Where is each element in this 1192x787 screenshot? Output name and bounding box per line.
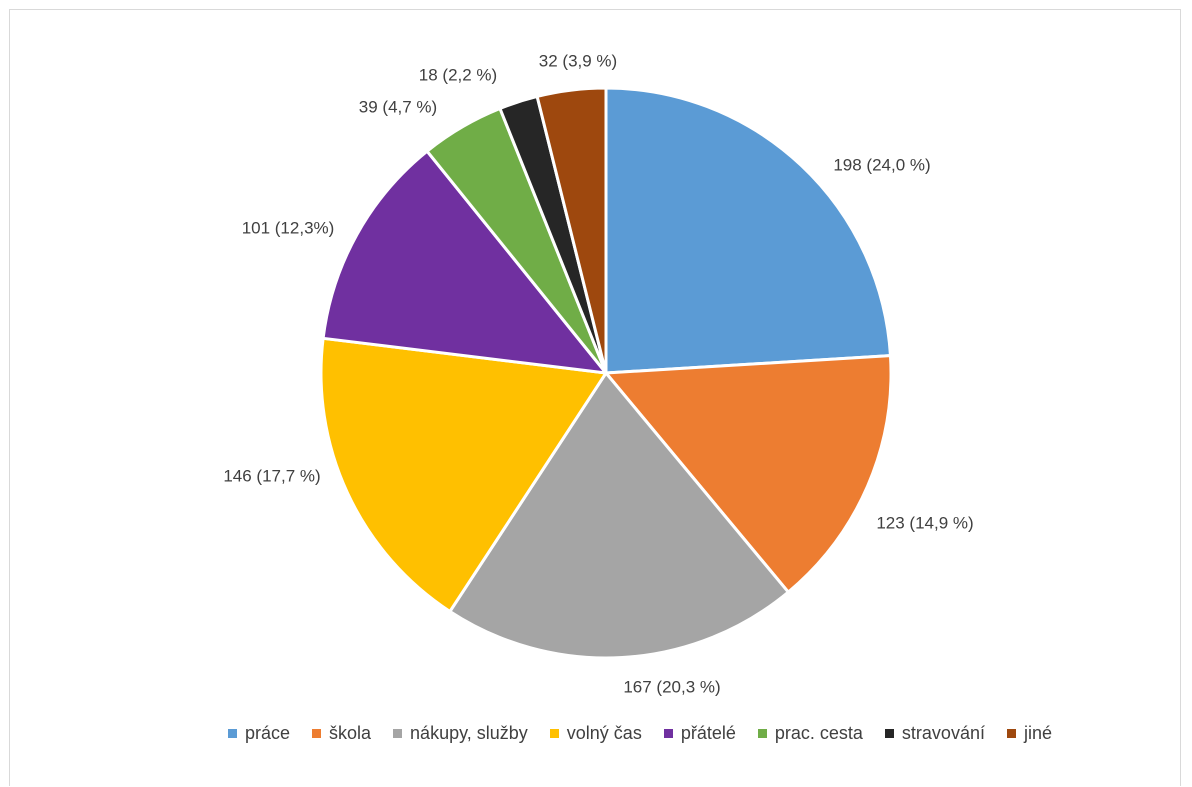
data-label-4: 146 (17,7 %)	[223, 466, 320, 485]
legend-swatch	[227, 728, 237, 738]
pie-slice-4	[319, 336, 608, 613]
pie-slice-5	[321, 149, 608, 375]
legend-item-nakupy-sluzby: nákupy, služby	[393, 723, 528, 744]
pie-slice-3	[448, 371, 790, 660]
legend-label: volný čas	[566, 722, 642, 743]
legend-label: škola	[329, 722, 372, 743]
legend-label: prac. cesta	[774, 722, 863, 743]
legend-item-prace: práce	[227, 722, 291, 744]
pie-slice-1	[604, 86, 892, 375]
legend-swatch	[1006, 728, 1016, 738]
legend-label: nákupy, služby	[410, 722, 528, 743]
pie-slices	[319, 86, 893, 660]
data-label-6: 39 (4,7 %)	[359, 97, 437, 116]
legend-label: jiné	[1023, 722, 1052, 743]
legend-swatch	[312, 728, 322, 738]
legend-swatch	[757, 728, 767, 738]
legend-item-prac-cesta: prac. cesta	[757, 722, 863, 744]
legend-item-skola: škola	[312, 723, 371, 744]
legend-label: práce	[244, 722, 291, 743]
data-label-8: 32 (3,9 %)	[539, 51, 617, 70]
legend: práce škola nákupy, služby volný čas přá…	[0, 720, 1192, 746]
legend-swatch	[393, 728, 403, 738]
legend-swatch	[663, 728, 673, 738]
legend-item-volny-cas: volný čas	[549, 722, 642, 744]
legend-swatch	[549, 728, 559, 738]
data-label-7: 18 (2,2 %)	[419, 65, 497, 84]
legend-item-pratele: přátelé	[663, 722, 736, 744]
legend-item-stravovani: stravování	[884, 722, 985, 744]
legend-label: stravování	[901, 722, 985, 743]
legend-item-jine: jiné	[1006, 722, 1052, 744]
data-label-1: 198 (24,0 %)	[833, 155, 930, 174]
legend-swatch	[884, 728, 894, 738]
data-label-5: 101 (12,3%)	[242, 218, 335, 237]
data-label-2: 123 (14,9 %)	[876, 513, 973, 532]
pie-slice-2	[604, 354, 893, 594]
legend-label: přátelé	[680, 722, 736, 743]
data-labels: 198 (24,0 %) 123 (14,9 %) 167 (20,3 %) 146 …	[223, 51, 973, 696]
pie-slice-8	[535, 86, 608, 375]
data-label-3: 167 (20,3 %)	[623, 677, 720, 696]
